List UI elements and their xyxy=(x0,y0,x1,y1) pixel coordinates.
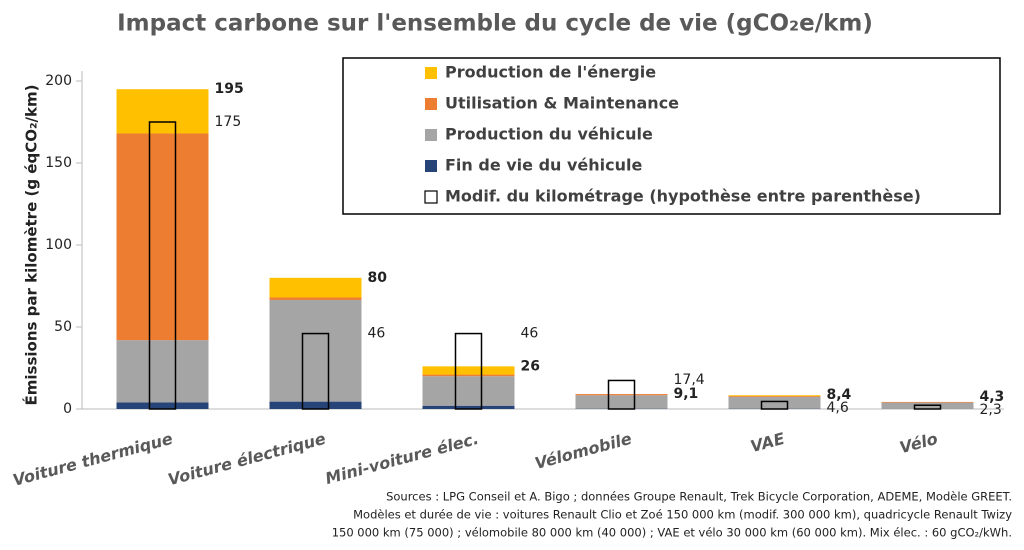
bar-segment xyxy=(422,405,515,409)
bar-segment xyxy=(116,133,209,341)
y-tick-label: 150 xyxy=(45,155,72,171)
modified-label: 46 xyxy=(368,326,386,342)
bar-segment xyxy=(575,395,668,409)
bar-segment xyxy=(269,277,362,298)
x-tick-label: VAE xyxy=(748,429,786,456)
bar-segment xyxy=(422,366,515,375)
chart-title: Impact carbone sur l'ensemble du cycle d… xyxy=(117,11,873,37)
legend-box xyxy=(342,57,1001,215)
x-tick-label: Voiture thermique xyxy=(11,429,175,490)
bar-segment xyxy=(728,396,821,409)
bar-segment xyxy=(728,395,821,397)
modified-label: 17,4 xyxy=(674,372,705,388)
modified-outline xyxy=(454,332,483,410)
y-axis-label: Émissions par kilomètre (g éqCO₂/km) xyxy=(22,85,41,406)
bar-segment xyxy=(575,394,668,396)
legend-swatch xyxy=(425,129,437,141)
source-note: Modèles et durée de vie : voitures Renau… xyxy=(353,508,1012,522)
bar-segment xyxy=(269,299,362,402)
x-tick-label: Vélomobile xyxy=(533,429,634,473)
bar-segment xyxy=(116,340,209,403)
legend-label: Production du véhicule xyxy=(445,125,653,144)
bar-segment xyxy=(116,89,209,134)
bar-segment xyxy=(422,374,515,377)
y-tick-label: 0 xyxy=(63,401,72,417)
modified-label: 2,3 xyxy=(980,402,1002,418)
modified-label: 4,6 xyxy=(827,400,849,416)
legend-label: Modif. du kilométrage (hypothèse entre p… xyxy=(445,187,921,206)
legend-label: Production de l'énergie xyxy=(445,63,656,82)
legend-label: Fin de vie du véhicule xyxy=(445,156,643,175)
total-label: 4,3 xyxy=(980,389,1005,405)
bar-segment xyxy=(728,396,821,397)
modified-outline xyxy=(607,379,636,410)
legend-label: Utilisation & Maintenance xyxy=(445,94,679,113)
legend-swatch xyxy=(425,67,437,79)
total-label: 8,4 xyxy=(827,387,852,403)
source-note: 150 000 km (75 000) ; vélomobile 80 000 … xyxy=(332,526,1012,540)
modified-outline xyxy=(760,400,789,410)
bar-segment xyxy=(269,297,362,300)
total-label: 9,1 xyxy=(674,386,699,402)
modified-outline xyxy=(913,404,942,410)
legend-swatch xyxy=(425,160,437,172)
total-label: 80 xyxy=(368,270,388,286)
y-tick-label: 200 xyxy=(45,73,72,89)
bar-segment xyxy=(116,402,209,409)
y-tick-label: 100 xyxy=(45,237,72,253)
modified-label: 46 xyxy=(521,326,539,342)
legend-swatch xyxy=(425,98,437,110)
modified-outline xyxy=(301,332,330,410)
bar-segment xyxy=(881,401,974,403)
x-tick-label: Voiture électrique xyxy=(166,429,328,489)
x-tick-label: Mini-voiture élec. xyxy=(323,429,480,488)
modified-outline xyxy=(148,121,177,410)
legend-swatch xyxy=(424,190,438,204)
y-tick-label: 50 xyxy=(54,319,72,335)
bar-segment xyxy=(269,401,362,409)
bar-segment xyxy=(422,376,515,406)
x-tick-label: Vélo xyxy=(898,429,940,457)
total-label: 26 xyxy=(521,358,540,374)
total-label: 195 xyxy=(215,81,244,97)
source-note: Sources : LPG Conseil et A. Bigo ; donné… xyxy=(386,490,1012,504)
modified-label: 175 xyxy=(215,114,242,130)
